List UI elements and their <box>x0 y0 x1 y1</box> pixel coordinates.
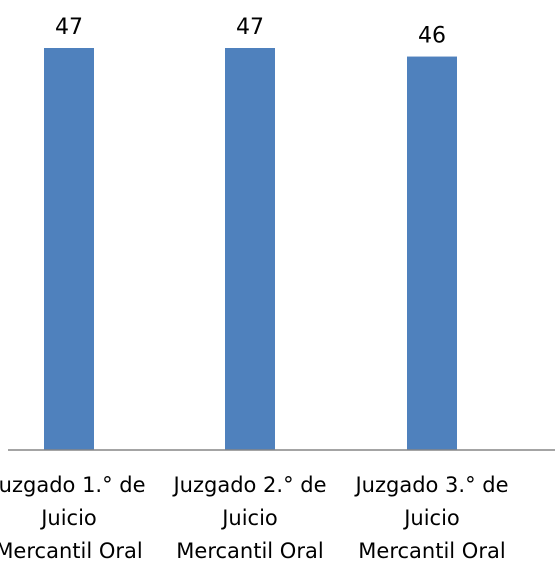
category-label-2-line-2: Juicio <box>220 506 278 530</box>
bar-3 <box>407 56 457 450</box>
category-label-2-line-1: Juzgado 2.° de <box>171 473 326 497</box>
bar-2 <box>225 48 275 450</box>
category-label-2-line-3: Mercantil Oral <box>176 539 323 563</box>
category-label-1-line-2: Juicio <box>39 506 97 530</box>
category-label-1-line-3: Mercantil Oral <box>0 539 143 563</box>
category-label-3-line-3: Mercantil Oral <box>358 539 505 563</box>
category-label-3-line-1: Juzgado 3.° de <box>353 473 508 497</box>
data-label-1: 47 <box>55 15 83 40</box>
data-labels-group: 47 47 46 <box>55 15 446 49</box>
data-label-3: 46 <box>418 24 446 49</box>
bars-group <box>44 48 457 450</box>
category-labels-group: Juzgado 1.° de Juicio Mercantil Oral Juzgad… <box>0 473 509 563</box>
category-label-1-line-1: Juzgado 1.° de <box>0 473 146 497</box>
category-label-3-line-2: Juicio <box>402 506 460 530</box>
data-label-2: 47 <box>236 15 264 40</box>
bar-1 <box>44 48 94 450</box>
